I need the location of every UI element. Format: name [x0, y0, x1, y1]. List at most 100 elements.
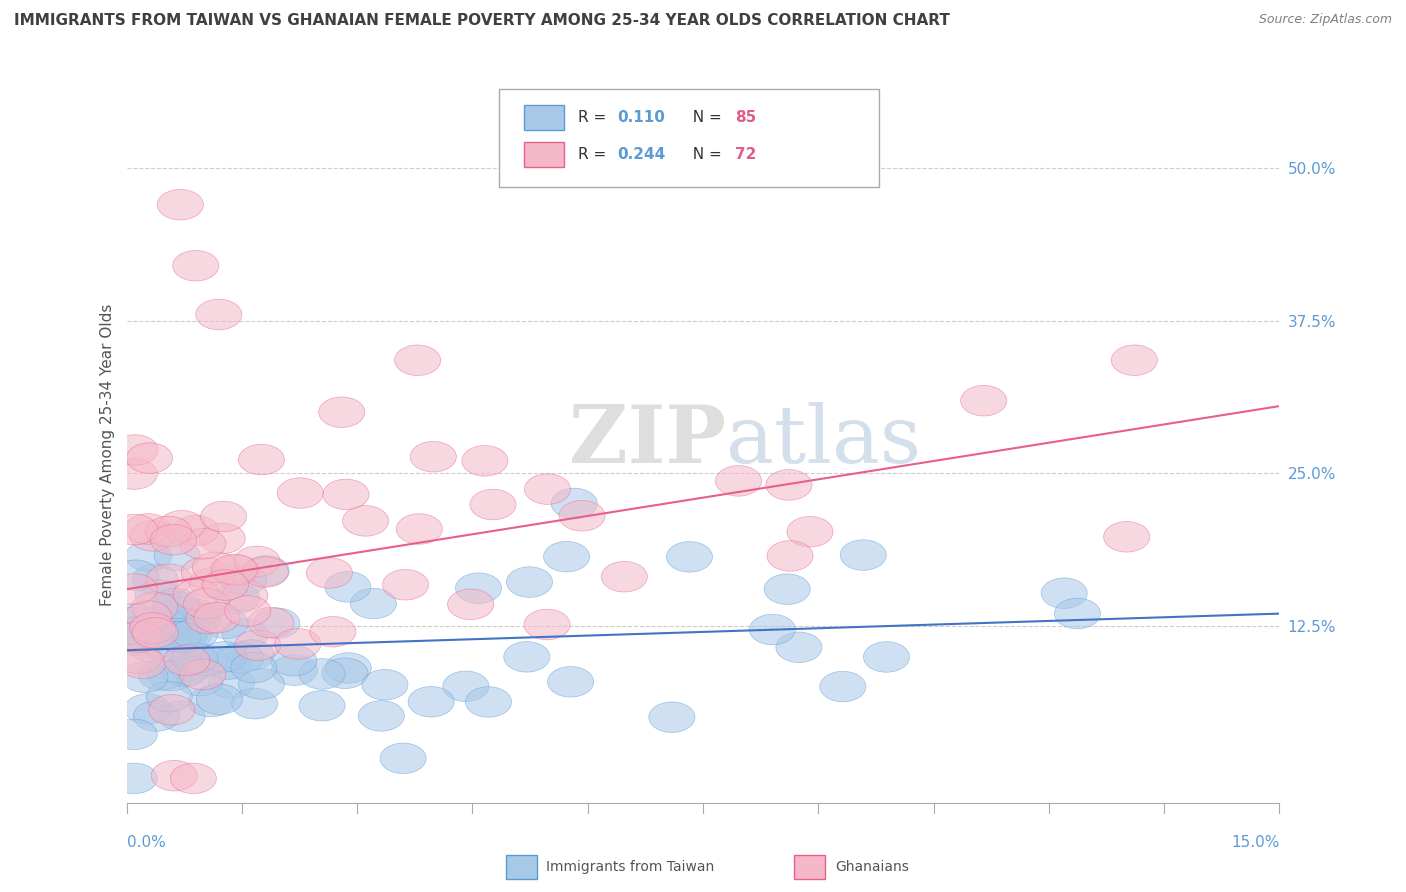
- Ellipse shape: [271, 646, 316, 676]
- Ellipse shape: [202, 608, 249, 639]
- Ellipse shape: [222, 619, 269, 649]
- Text: atlas: atlas: [725, 402, 921, 480]
- Ellipse shape: [156, 616, 202, 647]
- Ellipse shape: [307, 558, 353, 588]
- Ellipse shape: [225, 596, 271, 626]
- Ellipse shape: [150, 524, 197, 555]
- Ellipse shape: [111, 625, 157, 656]
- Ellipse shape: [152, 760, 197, 791]
- Ellipse shape: [172, 643, 218, 673]
- Ellipse shape: [162, 656, 208, 686]
- Ellipse shape: [960, 385, 1007, 416]
- Ellipse shape: [319, 397, 364, 427]
- Ellipse shape: [235, 630, 281, 660]
- Ellipse shape: [648, 702, 695, 732]
- Ellipse shape: [776, 632, 823, 663]
- Ellipse shape: [167, 651, 214, 681]
- Text: N =: N =: [683, 147, 727, 161]
- Ellipse shape: [146, 564, 193, 595]
- Ellipse shape: [172, 599, 218, 630]
- Ellipse shape: [1054, 599, 1101, 629]
- Text: 0.0%: 0.0%: [127, 836, 166, 850]
- Text: N =: N =: [683, 111, 727, 125]
- Ellipse shape: [111, 515, 157, 545]
- Ellipse shape: [195, 300, 242, 330]
- Ellipse shape: [524, 609, 569, 640]
- Ellipse shape: [134, 701, 180, 731]
- Ellipse shape: [841, 540, 886, 570]
- Ellipse shape: [232, 689, 277, 719]
- Text: 85: 85: [735, 111, 756, 125]
- Text: R =: R =: [578, 111, 612, 125]
- Ellipse shape: [228, 640, 274, 670]
- Ellipse shape: [447, 589, 494, 620]
- Ellipse shape: [277, 478, 323, 508]
- Ellipse shape: [153, 588, 200, 619]
- Ellipse shape: [239, 444, 284, 475]
- Ellipse shape: [359, 700, 405, 731]
- Ellipse shape: [135, 580, 181, 610]
- Ellipse shape: [160, 623, 207, 653]
- Ellipse shape: [380, 743, 426, 773]
- Ellipse shape: [159, 701, 205, 731]
- Text: 0.110: 0.110: [617, 111, 665, 125]
- Text: Ghanaians: Ghanaians: [835, 860, 910, 874]
- Ellipse shape: [117, 616, 163, 647]
- Ellipse shape: [361, 670, 408, 700]
- Ellipse shape: [129, 521, 176, 551]
- Ellipse shape: [214, 583, 260, 614]
- Ellipse shape: [547, 666, 593, 697]
- Ellipse shape: [242, 557, 288, 587]
- Ellipse shape: [211, 554, 257, 585]
- Ellipse shape: [146, 681, 193, 712]
- Ellipse shape: [157, 189, 204, 220]
- Ellipse shape: [666, 541, 713, 572]
- Ellipse shape: [820, 672, 866, 702]
- Ellipse shape: [159, 596, 205, 627]
- Ellipse shape: [1104, 522, 1150, 552]
- Ellipse shape: [167, 639, 214, 669]
- Ellipse shape: [863, 641, 910, 673]
- Ellipse shape: [274, 629, 321, 659]
- Ellipse shape: [243, 556, 290, 586]
- Ellipse shape: [166, 620, 212, 650]
- Ellipse shape: [128, 632, 174, 662]
- Ellipse shape: [122, 662, 167, 692]
- Ellipse shape: [350, 588, 396, 619]
- Y-axis label: Female Poverty Among 25-34 Year Olds: Female Poverty Among 25-34 Year Olds: [100, 304, 115, 606]
- Ellipse shape: [524, 474, 571, 504]
- Ellipse shape: [766, 469, 813, 500]
- Ellipse shape: [408, 687, 454, 717]
- Ellipse shape: [145, 516, 191, 547]
- Ellipse shape: [470, 490, 516, 520]
- Ellipse shape: [214, 555, 260, 585]
- Ellipse shape: [132, 564, 179, 594]
- Ellipse shape: [111, 764, 157, 794]
- Ellipse shape: [112, 434, 157, 466]
- Ellipse shape: [560, 500, 605, 531]
- Ellipse shape: [193, 552, 239, 582]
- Ellipse shape: [325, 572, 371, 602]
- Ellipse shape: [173, 580, 219, 610]
- Ellipse shape: [181, 646, 228, 676]
- Ellipse shape: [173, 251, 219, 281]
- Ellipse shape: [239, 669, 284, 699]
- Ellipse shape: [183, 589, 229, 619]
- Ellipse shape: [602, 561, 647, 592]
- Ellipse shape: [197, 684, 242, 714]
- Ellipse shape: [111, 719, 157, 749]
- Ellipse shape: [443, 671, 489, 701]
- Ellipse shape: [544, 541, 589, 572]
- Ellipse shape: [125, 514, 172, 544]
- Ellipse shape: [172, 618, 218, 648]
- Ellipse shape: [299, 690, 344, 721]
- Ellipse shape: [787, 516, 832, 547]
- Ellipse shape: [200, 523, 245, 554]
- Ellipse shape: [716, 466, 762, 496]
- Ellipse shape: [120, 648, 166, 679]
- Ellipse shape: [186, 603, 232, 633]
- Ellipse shape: [763, 574, 810, 605]
- Ellipse shape: [396, 514, 443, 544]
- Ellipse shape: [503, 641, 550, 672]
- Ellipse shape: [322, 658, 368, 689]
